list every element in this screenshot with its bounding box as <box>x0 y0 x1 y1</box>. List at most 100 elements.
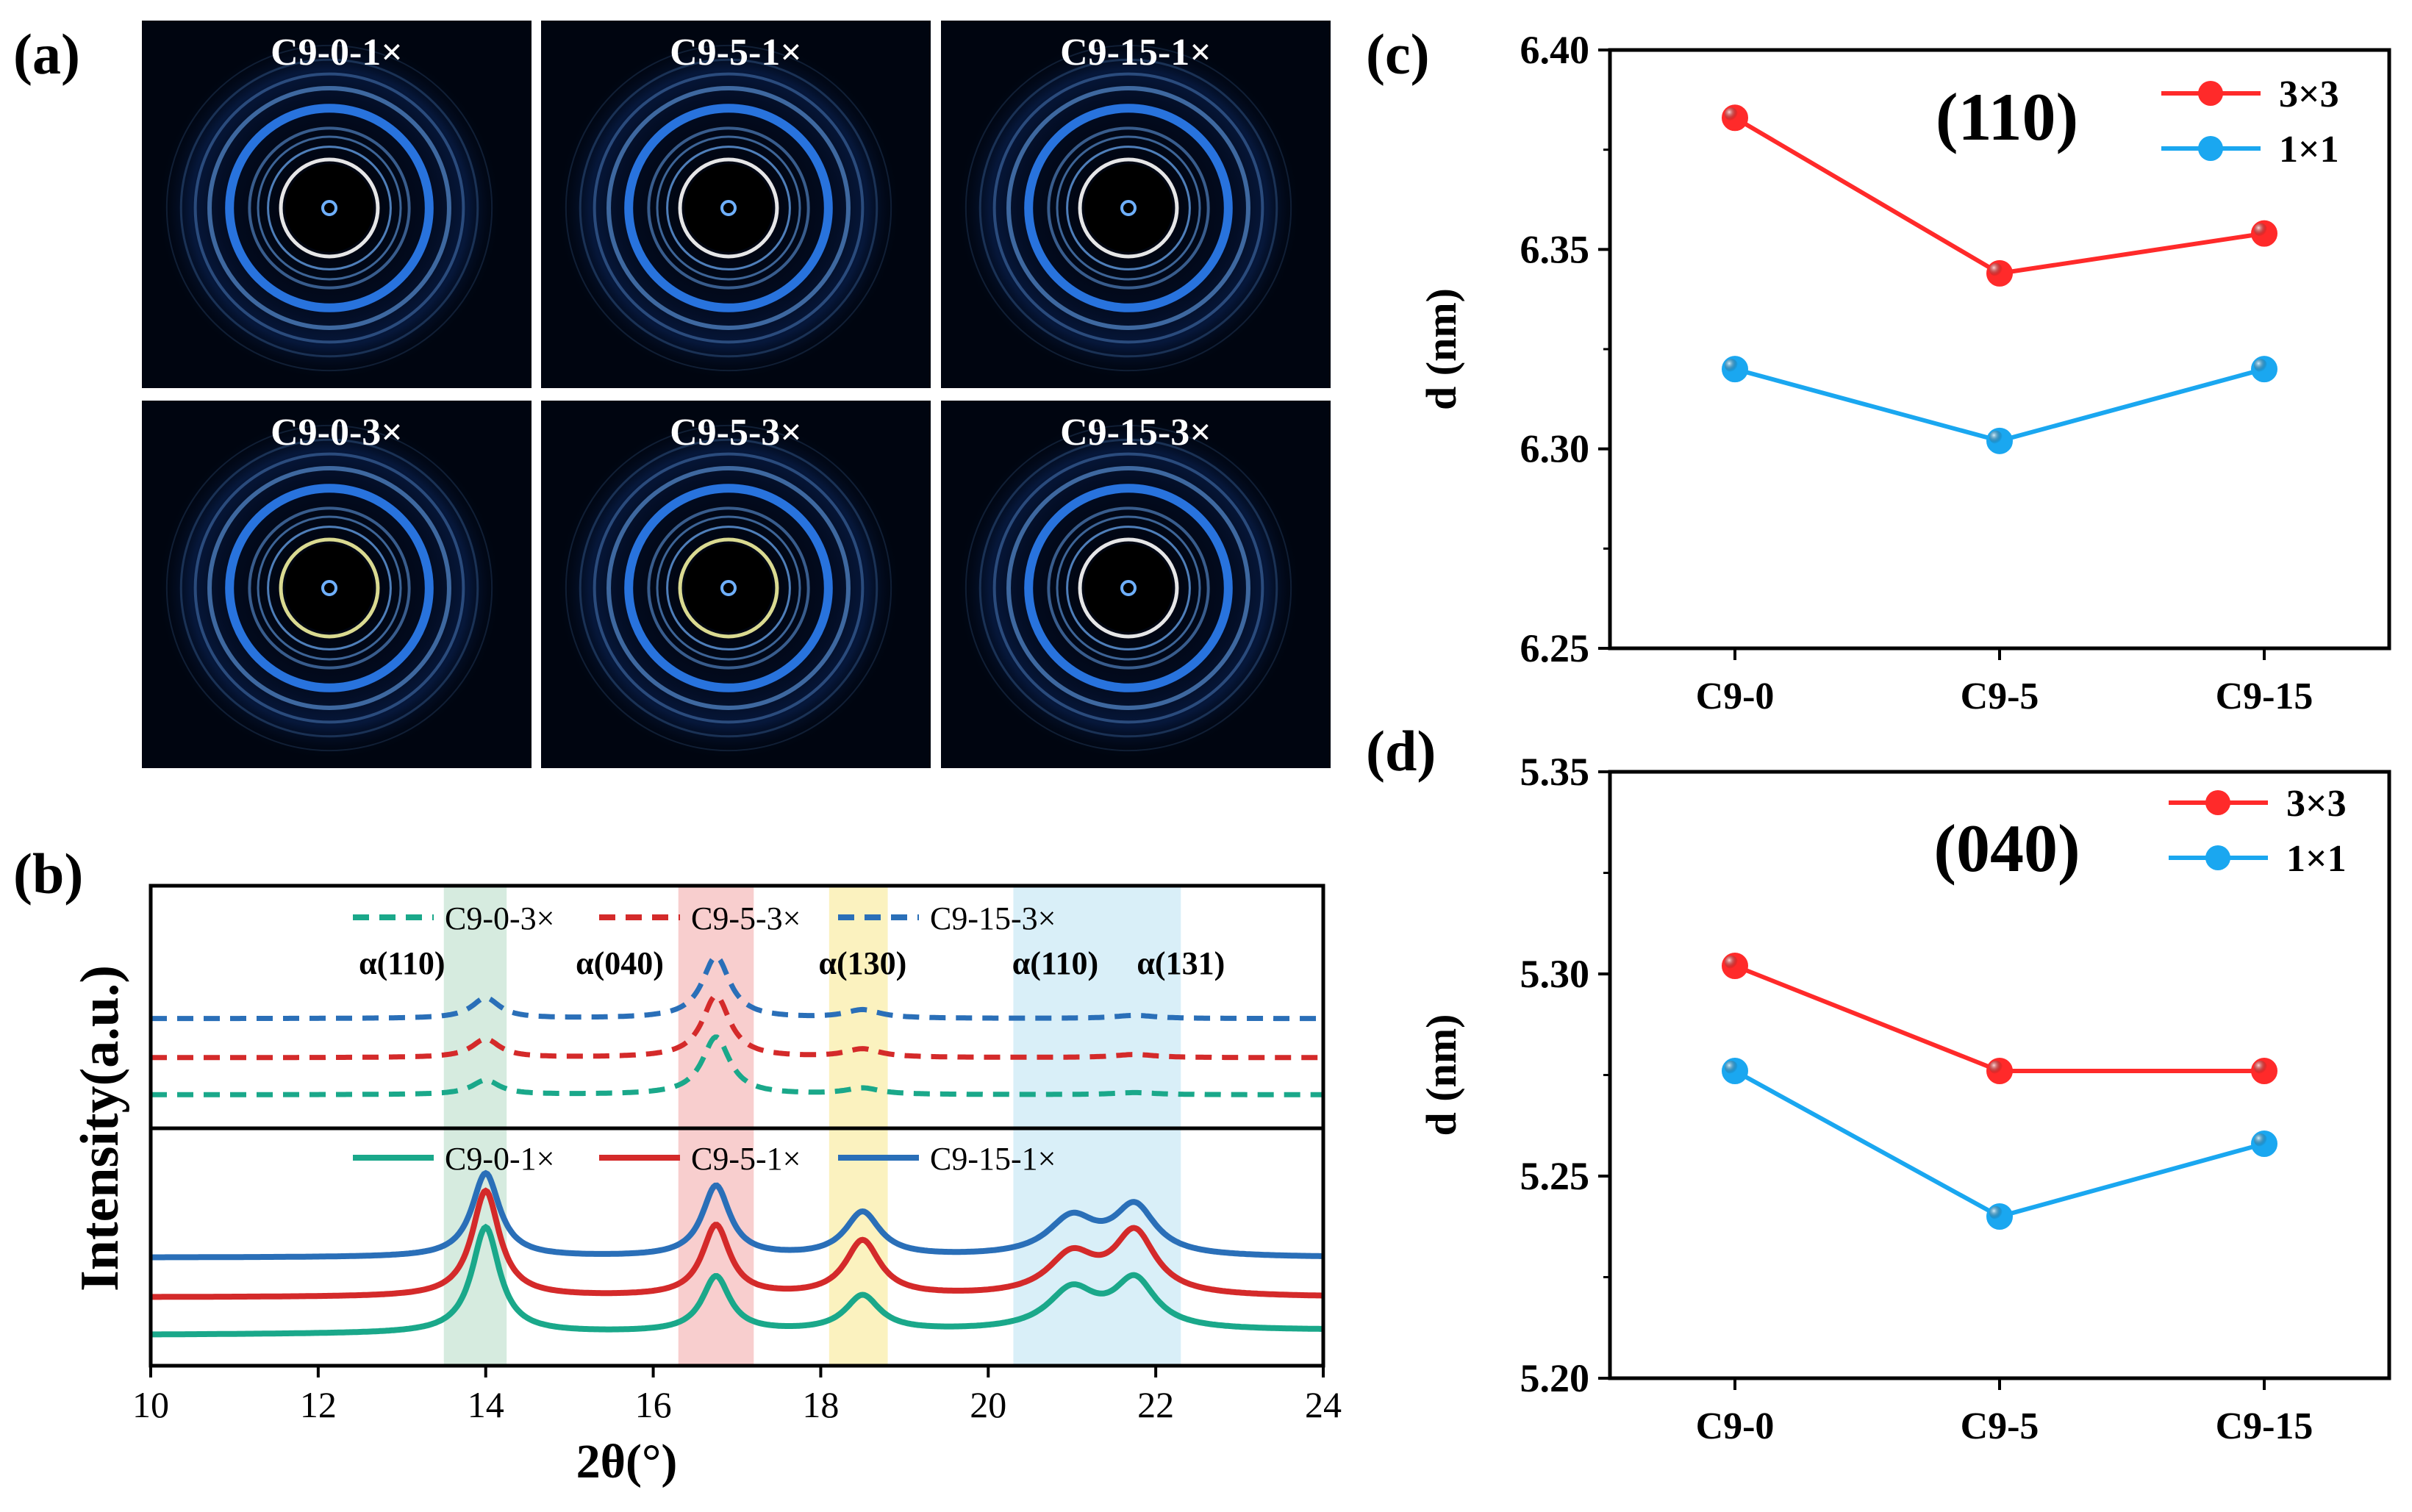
legend-label: C9-5-1× <box>691 1141 801 1177</box>
diffraction-ring <box>666 526 791 651</box>
diffraction-image: C9-0-1× <box>142 21 532 388</box>
diffraction-center-dark <box>1084 544 1173 632</box>
x-tick-label: 20 <box>970 1384 1006 1425</box>
panel-label-a: (a) <box>13 22 80 86</box>
data-point-highlight <box>1989 1206 2003 1219</box>
diffraction-ring <box>267 146 392 270</box>
x-tick-label: 24 <box>1305 1384 1342 1425</box>
x-tick-label: C9-0 <box>1696 676 1775 717</box>
data-point-highlight <box>2254 1061 2267 1074</box>
x-tick-label: 14 <box>468 1384 504 1425</box>
diffraction-ring <box>207 466 451 710</box>
legend-label: C9-0-3× <box>445 900 554 936</box>
legend-marker <box>2198 136 2223 161</box>
diffraction-center-dark <box>285 544 373 632</box>
diffraction-ring <box>606 86 851 330</box>
diffraction-ring <box>579 58 878 358</box>
x-tick-label: C9-15 <box>2216 676 2313 717</box>
diffraction-ring <box>257 515 402 661</box>
x-tick-label: C9-5 <box>1961 676 2039 717</box>
diffraction-image-label: C9-0-3× <box>271 412 403 454</box>
data-point-highlight <box>1989 1061 2003 1074</box>
peak-label: α(110) <box>1012 945 1098 981</box>
chart-title: (110) <box>1936 79 2078 154</box>
diffraction-ring <box>225 484 434 692</box>
legend-label: C9-15-3× <box>930 900 1056 936</box>
x-tick-label: 18 <box>802 1384 839 1425</box>
diffraction-ring <box>1078 157 1179 259</box>
x-tick-label: 12 <box>300 1384 337 1425</box>
beam-stop-marker <box>720 580 737 596</box>
diffraction-image-label: C9-15-3× <box>1060 412 1212 454</box>
diffraction-ring <box>565 424 892 752</box>
diffraction-ring <box>165 424 493 752</box>
diffraction-ring <box>193 452 465 724</box>
legend-label: 1×1 <box>2279 129 2339 171</box>
xrd-series-line <box>151 1034 1323 1097</box>
series-line <box>1733 964 2264 1073</box>
diffraction-image-label: C9-15-1× <box>1060 32 1212 74</box>
xrd-series-line <box>151 1187 1323 1300</box>
diffraction-ring <box>965 424 1292 752</box>
diffraction-ring <box>1047 126 1210 290</box>
data-point-highlight <box>1725 107 1738 121</box>
y-tick-label: 6.25 <box>1520 626 1590 670</box>
data-point-highlight <box>2254 1133 2267 1147</box>
y-tick-label: 6.30 <box>1520 427 1590 471</box>
legend-label: C9-5-3× <box>691 900 801 936</box>
panel-label-c: (c) <box>1366 22 1430 86</box>
diffraction-image: C9-0-3× <box>142 401 532 768</box>
data-point-highlight <box>1725 359 1738 373</box>
diffraction-image: C9-15-1× <box>941 21 1331 388</box>
panel-b-xrd-chart: 10 12 14 16 18 20 22 24 2θ(°) Intensity(a.u.) α(11… <box>70 884 1342 1488</box>
y-tick-label: 5.35 <box>1520 750 1590 794</box>
legend-label: 1×1 <box>2286 838 2347 880</box>
x-tick-label: 22 <box>1137 1384 1174 1425</box>
highlight-band <box>829 886 888 1366</box>
diffraction-ring <box>978 58 1278 358</box>
diffraction-ring <box>225 104 434 312</box>
diffraction-image-label: C9-5-1× <box>670 32 802 74</box>
diffraction-center-dark <box>684 164 773 252</box>
diffraction-center-dark <box>684 544 773 632</box>
highlight-band <box>678 886 754 1366</box>
diffraction-ring <box>565 44 892 372</box>
y-tick-label: 5.20 <box>1520 1356 1590 1400</box>
diffraction-ring <box>248 506 411 670</box>
beam-stop-marker <box>1120 580 1137 596</box>
chart-title: (040) <box>1933 811 2080 886</box>
diffraction-ring <box>1056 135 1201 281</box>
legend-marker <box>2205 845 2230 870</box>
data-point-highlight <box>1989 262 2003 276</box>
y-axis-label: d (nm) <box>1417 288 1465 410</box>
legend-label: C9-15-1× <box>930 1141 1056 1177</box>
diffraction-image-label: C9-0-1× <box>271 32 403 74</box>
legend-marker <box>2198 81 2223 106</box>
diffraction-ring <box>1006 86 1250 330</box>
y-tick-label: 6.35 <box>1520 227 1590 271</box>
plot-frame <box>148 884 1325 1368</box>
data-point-highlight <box>1725 1061 1738 1074</box>
diffraction-ring <box>1024 104 1233 312</box>
diffraction-center-dark <box>1084 164 1173 252</box>
diffraction-ring <box>279 157 380 259</box>
diffraction-ring <box>593 452 865 724</box>
diffraction-ring <box>992 452 1264 724</box>
panel-c-d-spacing-110-chart: 6.25 6.30 6.35 6.40 C9-0 C9-5 C9-15 d (nm) (110)… <box>1417 28 2391 717</box>
beam-stop-marker <box>720 200 737 216</box>
legend-label: 3×3 <box>2279 74 2339 115</box>
data-point-highlight <box>1989 430 2003 444</box>
diffraction-ring <box>678 537 779 639</box>
peak-label: α(130) <box>818 945 906 981</box>
panel-d-d-spacing-040-chart: 5.20 5.25 5.30 5.35 C9-0 C9-5 C9-15 d (nm) (040)… <box>1417 750 2391 1447</box>
diffraction-ring <box>165 44 493 372</box>
series-line <box>1733 1069 2265 1219</box>
diffraction-ring <box>257 135 402 281</box>
diffraction-ring <box>179 58 479 358</box>
diffraction-image: C9-15-3× <box>941 401 1331 768</box>
diffraction-ring <box>656 135 801 281</box>
diffraction-ring <box>179 438 479 738</box>
panel-label-b: (b) <box>13 842 83 906</box>
beam-stop-marker <box>321 200 337 216</box>
